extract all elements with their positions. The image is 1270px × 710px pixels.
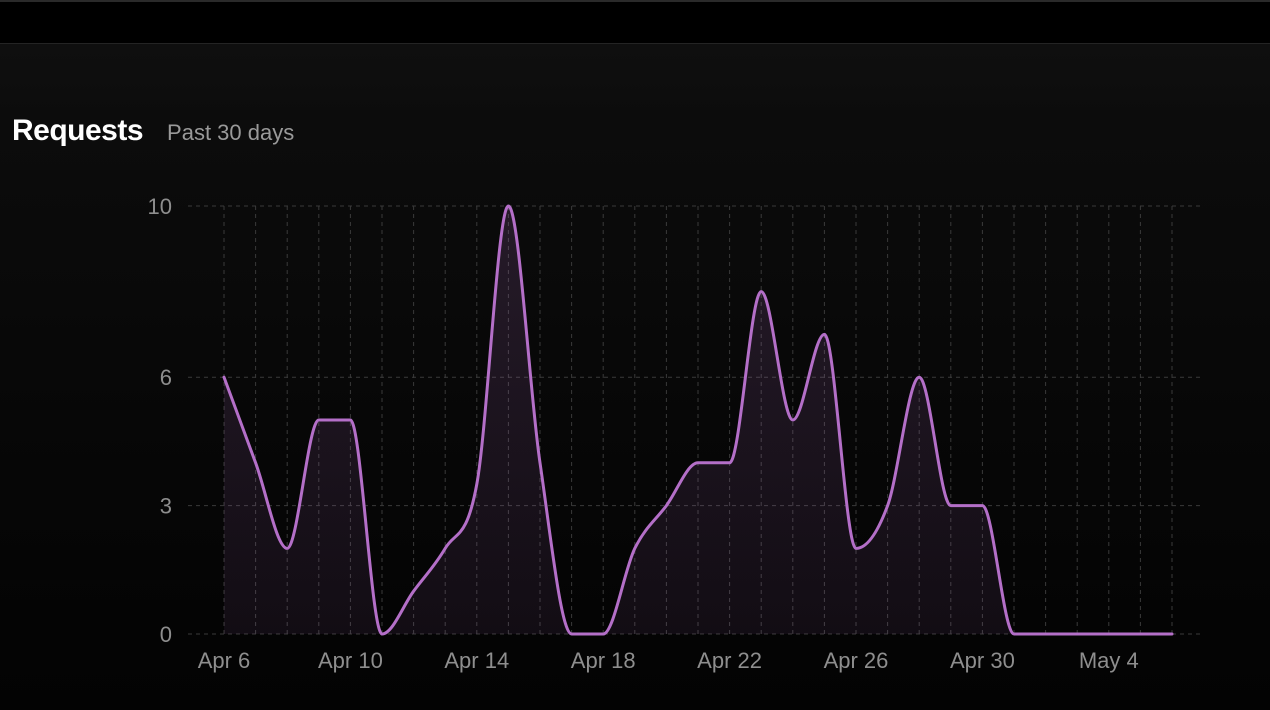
chart-header: Requests Past 30 days [12, 114, 294, 148]
top-bar [0, 0, 1270, 44]
y-tick-label: 3 [160, 494, 172, 519]
series-line [222, 204, 1174, 636]
chart-subtitle: Past 30 days [167, 120, 295, 145]
x-tick-label: Apr 10 [318, 648, 383, 673]
x-tick-label: Apr 18 [571, 648, 636, 673]
x-tick-label: Apr 26 [824, 648, 889, 673]
x-axis-ticks: Apr 6 Apr 10 Apr 14 Apr 18 Apr 22 Apr 26 Apr 3… [198, 648, 1139, 673]
chart-title: Requests [12, 114, 144, 147]
x-tick-label: Apr 30 [950, 648, 1015, 673]
x-tick-label: Apr 6 [198, 648, 251, 673]
x-tick-label: Apr 14 [444, 648, 509, 673]
y-tick-label: 10 [148, 194, 172, 219]
x-tick-label: Apr 22 [697, 648, 762, 673]
y-axis-ticks: 0 3 6 10 [148, 194, 172, 647]
y-tick-label: 0 [160, 622, 172, 647]
line-layer [222, 204, 1174, 636]
x-tick-label: May 4 [1079, 648, 1139, 673]
area-layer [224, 206, 1172, 634]
y-tick-label: 6 [160, 365, 172, 390]
area-fill [224, 206, 1172, 634]
